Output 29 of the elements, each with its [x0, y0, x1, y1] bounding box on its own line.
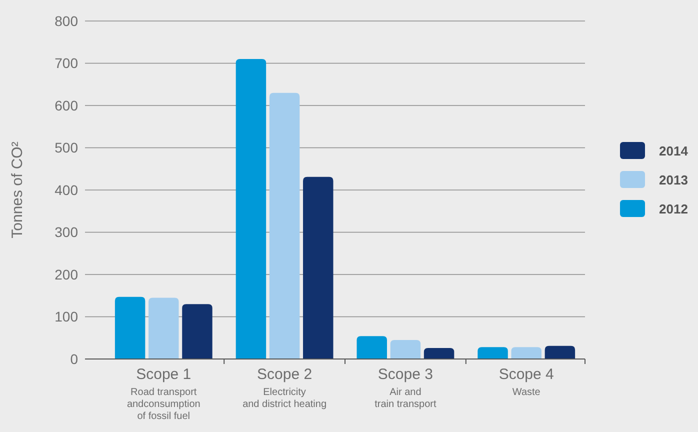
- bar: [544, 346, 576, 359]
- legend-label: 2012: [659, 202, 688, 217]
- bar: [269, 92, 300, 359]
- bar: [478, 347, 508, 359]
- y-tick-label: 500: [54, 140, 78, 156]
- bar: [511, 347, 542, 359]
- bar: [236, 59, 266, 359]
- bar: [182, 304, 212, 359]
- y-tick-label: 600: [54, 97, 78, 114]
- legend-label: 2014: [659, 144, 689, 159]
- x-tick-label: Scope 3 Air and train transport: [374, 366, 437, 410]
- y-axis-title: Tonnes of CO²: [9, 142, 26, 238]
- y-tick-label: 100: [54, 308, 78, 325]
- legend-label: 2013: [659, 172, 688, 188]
- x-tick-label: Scope 1 Road transport andconsumption of fossil fuel: [126, 366, 200, 422]
- bar: [114, 296, 146, 359]
- bar: [390, 340, 421, 359]
- y-tick-label: 800: [54, 12, 78, 29]
- y-tick-label: 400: [54, 182, 78, 198]
- y-tick-label: 200: [54, 266, 78, 282]
- bar: [148, 298, 179, 359]
- y-tick-label: 0: [70, 350, 78, 367]
- bar: [303, 176, 334, 359]
- bar: [356, 336, 387, 359]
- x-tick-label: Scope 4 Waste: [498, 366, 554, 398]
- x-tick-label: Scope 2 Electricity and district heating: [242, 366, 327, 410]
- bar: [424, 348, 454, 359]
- y-tick-label: 300: [54, 224, 78, 240]
- y-tick-label: 700: [54, 55, 78, 72]
